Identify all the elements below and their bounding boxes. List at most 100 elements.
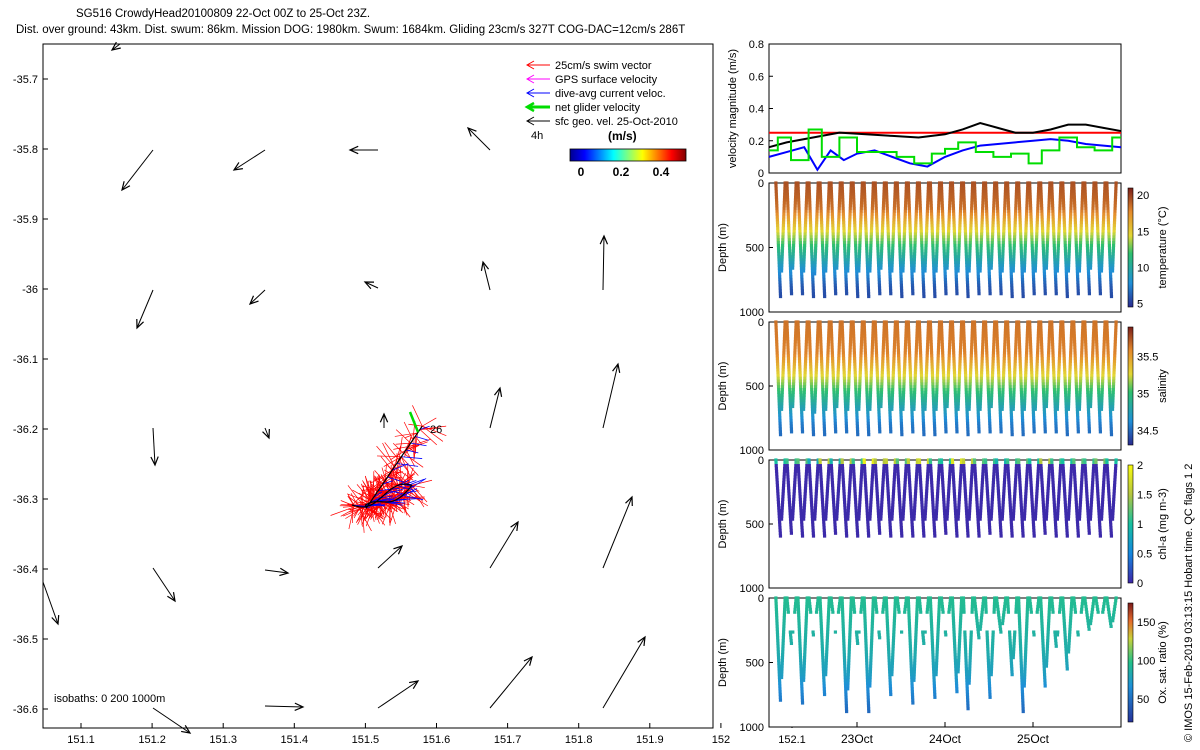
data-point <box>904 201 908 205</box>
data-point <box>913 387 917 392</box>
data-point <box>899 277 903 282</box>
data-point <box>947 359 951 364</box>
data-point <box>1061 195 1065 199</box>
data-point <box>846 402 850 406</box>
data-point <box>911 286 915 290</box>
data-point <box>820 223 824 228</box>
data-point <box>1073 204 1077 208</box>
data-point <box>1007 348 1011 352</box>
data-point <box>974 368 979 372</box>
data-point <box>781 373 785 378</box>
data-point <box>856 294 860 299</box>
data-point <box>1032 416 1036 420</box>
data-point <box>853 238 858 242</box>
data-point <box>791 249 795 253</box>
data-point <box>1007 229 1012 233</box>
data-point <box>1068 215 1073 219</box>
swim-vector <box>419 425 447 430</box>
data-point <box>882 187 886 191</box>
data-point <box>866 407 870 411</box>
data-point <box>1001 387 1005 392</box>
data-point <box>1074 382 1078 386</box>
swim-vector <box>376 501 393 513</box>
data-point <box>997 382 1001 386</box>
data-point <box>811 427 815 431</box>
data-point <box>974 362 978 366</box>
data-point <box>1094 195 1099 199</box>
data-point <box>811 413 815 417</box>
data-point <box>783 331 787 335</box>
data-point <box>946 387 950 392</box>
data-point <box>887 387 891 392</box>
data-point <box>1085 246 1090 250</box>
data-point <box>1068 359 1072 364</box>
data-point <box>842 226 846 231</box>
data-point <box>1020 269 1024 273</box>
data-point <box>944 430 948 434</box>
data-point <box>996 365 1001 369</box>
data-point <box>1024 218 1028 222</box>
data-point <box>876 387 880 392</box>
data-point <box>1065 286 1069 290</box>
data-point <box>1097 266 1101 270</box>
data-point <box>1065 427 1069 431</box>
data-point <box>979 373 984 378</box>
data-point <box>900 289 904 293</box>
data-point <box>1100 258 1104 262</box>
data-point <box>1072 187 1076 191</box>
data-point <box>926 187 930 191</box>
data-point <box>813 396 817 400</box>
data-point <box>833 289 838 293</box>
data-point <box>973 340 977 344</box>
data-point <box>887 393 891 397</box>
data-point <box>798 235 802 239</box>
data-point <box>893 328 897 333</box>
data-point <box>920 379 924 383</box>
data-point <box>781 223 786 228</box>
data-point <box>895 187 900 191</box>
data-point <box>1090 368 1094 372</box>
data-point <box>844 421 848 425</box>
lat-tick-label: -36.3 <box>13 494 38 506</box>
data-point <box>1086 393 1090 397</box>
data-point <box>977 430 981 434</box>
data-point <box>852 348 856 352</box>
data-point <box>1010 421 1014 425</box>
data-point <box>1084 357 1088 361</box>
data-point <box>859 340 864 344</box>
data-point <box>1017 204 1022 208</box>
data-point <box>782 351 786 355</box>
dive-avg-current-vector <box>390 501 406 504</box>
data-point <box>831 232 835 236</box>
data-point <box>1028 198 1032 202</box>
data-point <box>853 232 857 236</box>
legend-entry: dive-avg current veloc. <box>525 88 666 100</box>
data-point <box>796 328 800 333</box>
data-point <box>1051 218 1055 222</box>
data-point <box>1036 342 1040 347</box>
data-point <box>1102 195 1107 199</box>
data-point <box>811 289 815 293</box>
data-point <box>1057 223 1061 228</box>
data-point <box>1000 263 1004 267</box>
data-point <box>969 357 973 361</box>
data-point <box>1064 402 1068 406</box>
data-point <box>875 357 879 361</box>
data-point <box>820 232 824 236</box>
data-point <box>974 348 978 352</box>
data-point <box>1024 373 1028 378</box>
data-point <box>1018 357 1022 361</box>
data-point <box>946 390 950 394</box>
data-point <box>871 340 875 344</box>
data-point <box>813 258 817 262</box>
data-point <box>980 348 985 352</box>
data-point <box>1113 204 1117 208</box>
data-point <box>1039 326 1043 330</box>
swim-vector <box>395 429 411 444</box>
data-point <box>1079 368 1083 372</box>
data-point <box>1068 365 1072 369</box>
data-point <box>1045 390 1049 394</box>
data-point <box>958 218 962 222</box>
swim-vector <box>408 438 431 447</box>
data-point <box>925 351 929 355</box>
